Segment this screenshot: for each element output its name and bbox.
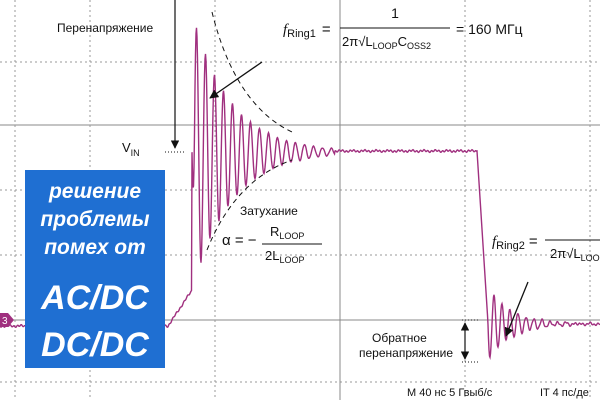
envelope	[206, 159, 293, 251]
subscript: Ring2	[496, 240, 525, 252]
text: 2L	[265, 248, 279, 263]
arrow	[209, 61, 263, 99]
banner-text: DC/DC	[41, 326, 149, 364]
label: Затухание	[240, 204, 298, 218]
label: Перенапряжение	[57, 21, 154, 35]
subscript: LOOP	[373, 41, 398, 51]
banner	[25, 170, 165, 368]
formula: fRing2 =	[492, 233, 538, 252]
banner-text: AC/DC	[40, 279, 149, 317]
denominator: 2π√LLOOPCOSS2	[342, 34, 431, 51]
channel-label: 3	[2, 316, 8, 327]
formula: α = −	[222, 232, 257, 249]
subscript: LOOP	[279, 255, 304, 265]
numerator: RLOOP	[270, 224, 304, 241]
channel-marker	[0, 313, 14, 327]
banner-text: помех от	[44, 236, 146, 259]
symbol: =	[322, 21, 331, 38]
denominator: 2LLOOP	[265, 248, 304, 265]
envelope	[211, 11, 293, 133]
symbol: =	[529, 233, 538, 250]
formula: fRing1 =	[283, 21, 331, 40]
label-sub: IN	[131, 148, 140, 158]
label: Обратное	[372, 331, 427, 345]
subscript: Ring1	[287, 28, 316, 40]
result: = 160 МГц	[456, 21, 523, 37]
subscript: OSS2	[407, 41, 431, 51]
status: IT 4 пс/де	[540, 387, 589, 399]
banner-text: решение	[48, 180, 141, 203]
numerator: 1	[391, 5, 399, 21]
label: V	[122, 140, 131, 155]
subscript: LOOP	[279, 231, 304, 241]
symbol: f	[283, 22, 289, 38]
text: R	[270, 224, 279, 239]
banner-text: проблемы	[40, 208, 149, 231]
status: M 40 нс 5 Гвыб/с	[407, 387, 493, 399]
label: VIN	[122, 140, 140, 158]
label: перенапряжение	[359, 346, 453, 360]
symbol: f	[492, 234, 498, 250]
text: 2π√L	[550, 246, 581, 261]
arrow	[504, 281, 529, 337]
text: C	[398, 34, 407, 49]
denominator: 2π√LLOO	[550, 246, 600, 263]
text: 2π√L	[342, 34, 373, 49]
subscript: LOO	[581, 253, 600, 263]
